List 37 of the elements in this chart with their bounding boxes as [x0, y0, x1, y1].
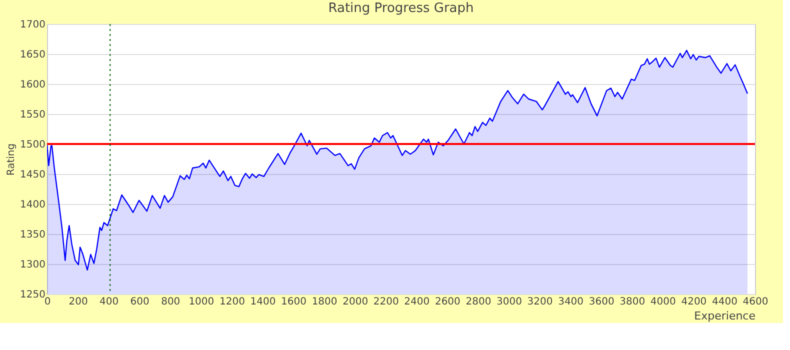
y-tick-label: 1550	[20, 110, 46, 120]
y-tick-label: 1300	[20, 260, 46, 270]
x-tick-label: 1600	[281, 296, 306, 308]
x-tick-label: 3600	[588, 296, 614, 308]
x-tick-label: 3400	[558, 296, 584, 308]
y-tick-label: 1500	[20, 140, 46, 150]
x-tick-label: 4200	[681, 296, 707, 308]
x-tick-label: 1000	[188, 296, 214, 308]
x-tick-label: 400	[100, 296, 119, 308]
x-tick-label: 2000	[342, 296, 368, 308]
y-tick-label: 1450	[20, 170, 46, 180]
x-tick-label: 3000	[496, 296, 522, 308]
x-tick-label: 200	[68, 296, 88, 308]
x-axis-title: Experience	[694, 310, 756, 322]
x-tick-label: 0	[44, 296, 51, 308]
y-axis-title: Rating	[6, 143, 18, 176]
x-tick-label: 4600	[742, 296, 768, 308]
x-tick-label: 1200	[219, 296, 245, 308]
x-tick-label: 2600	[434, 296, 460, 308]
x-tick-label: 4000	[650, 296, 676, 308]
x-tick-label: 2200	[373, 296, 399, 308]
y-tick-label: 1600	[20, 80, 46, 90]
y-tick-label: 1250	[20, 290, 46, 300]
x-tick-label: 3200	[527, 296, 553, 308]
y-tick-label: 1650	[20, 50, 46, 60]
x-tick-label: 4400	[712, 296, 738, 308]
x-tick-label: 2400	[404, 296, 430, 308]
x-tick-label: 1800	[312, 296, 338, 308]
x-tick-label: 2800	[466, 296, 492, 308]
x-tick-label: 1400	[250, 296, 276, 308]
chart-title: Rating Progress Graph	[328, 1, 474, 16]
x-tick-label: 600	[130, 296, 150, 308]
x-tick-label: 800	[161, 296, 180, 308]
y-tick-label: 1400	[20, 200, 46, 210]
y-tick-label: 1700	[20, 20, 46, 30]
x-tick-label: 3800	[620, 296, 646, 308]
y-tick-label: 1350	[20, 230, 46, 240]
